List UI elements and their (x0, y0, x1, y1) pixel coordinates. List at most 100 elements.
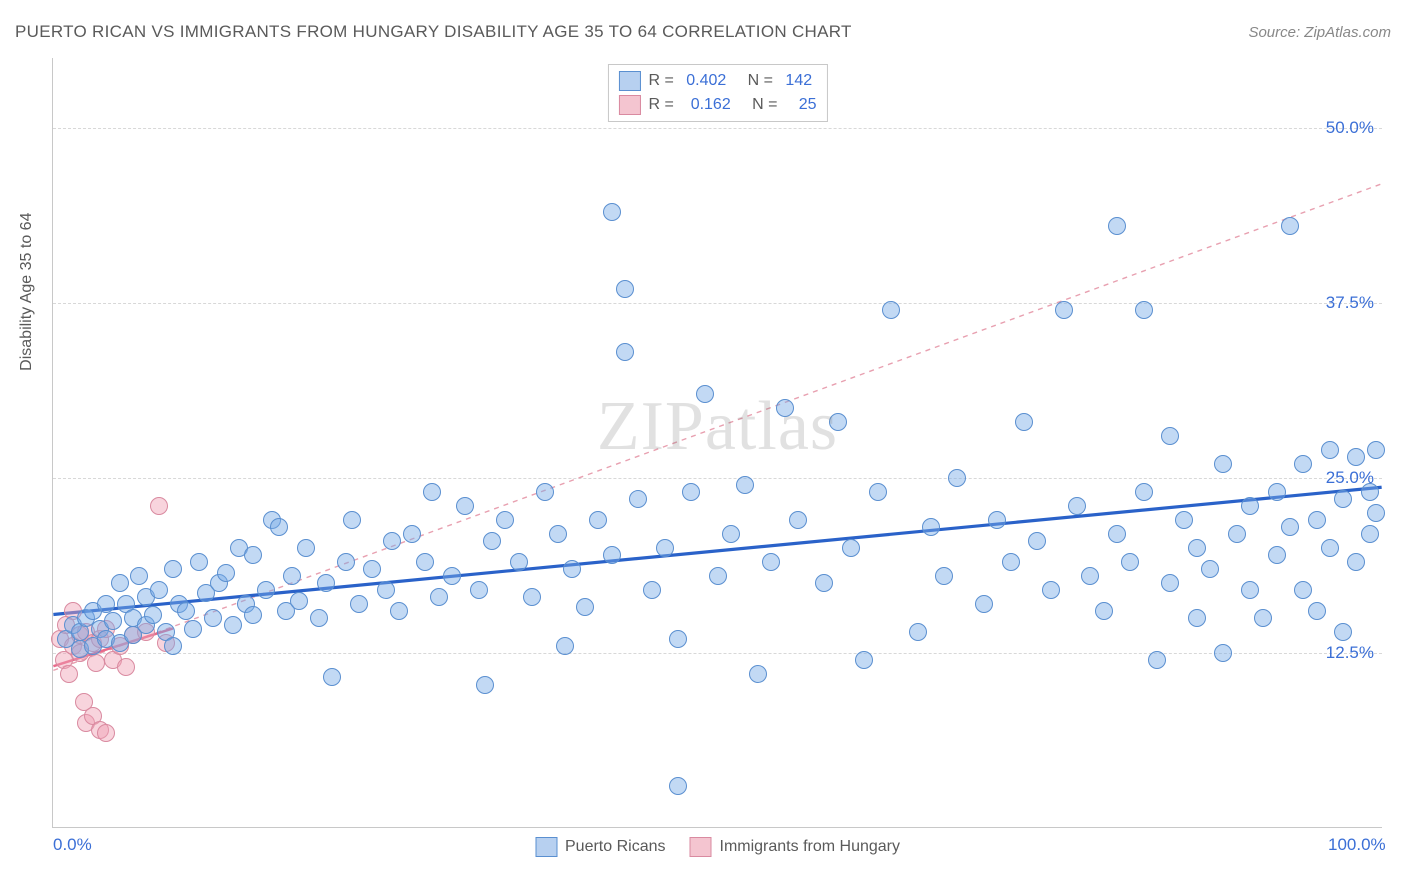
y-axis-title: Disability Age 35 to 64 (18, 213, 36, 371)
scatter-point (257, 581, 275, 599)
x-tick-label: 0.0% (53, 835, 92, 855)
scatter-point (1334, 623, 1352, 641)
scatter-point (403, 525, 421, 543)
scatter-point (1015, 413, 1033, 431)
scatter-point (1002, 553, 1020, 571)
scatter-point (616, 280, 634, 298)
scatter-point (1108, 525, 1126, 543)
scatter-point (975, 595, 993, 613)
scatter-point (244, 606, 262, 624)
scatter-point (909, 623, 927, 641)
scatter-point (496, 511, 514, 529)
scatter-point (377, 581, 395, 599)
scatter-point (1161, 574, 1179, 592)
swatch-series-0 (618, 71, 640, 91)
scatter-point (709, 567, 727, 585)
scatter-point (563, 560, 581, 578)
scatter-point (224, 616, 242, 634)
scatter-point (1068, 497, 1086, 515)
legend-stats-row-1: R = 0.162 N = 25 (618, 93, 816, 117)
scatter-point (244, 546, 262, 564)
scatter-point (1188, 539, 1206, 557)
scatter-point (204, 609, 222, 627)
scatter-point (1321, 539, 1339, 557)
scatter-point (1108, 217, 1126, 235)
scatter-point (1241, 497, 1259, 515)
scatter-point (1028, 532, 1046, 550)
scatter-point (556, 637, 574, 655)
scatter-point (1161, 427, 1179, 445)
legend-series: Puerto Ricans Immigrants from Hungary (535, 837, 900, 857)
scatter-point (290, 592, 308, 610)
scatter-point (1294, 581, 1312, 599)
scatter-point (1148, 651, 1166, 669)
scatter-point (589, 511, 607, 529)
scatter-point (1281, 518, 1299, 536)
scatter-point (1241, 581, 1259, 599)
scatter-point (297, 539, 315, 557)
scatter-point (1135, 483, 1153, 501)
scatter-point (60, 665, 78, 683)
legend-item-1: Immigrants from Hungary (690, 837, 901, 857)
swatch-bottom-0 (535, 837, 557, 857)
scatter-point (1294, 455, 1312, 473)
scatter-point (87, 654, 105, 672)
scatter-point (1081, 567, 1099, 585)
scatter-point (217, 564, 235, 582)
scatter-point (1281, 217, 1299, 235)
scatter-point (150, 581, 168, 599)
scatter-point (603, 203, 621, 221)
scatter-point (536, 483, 554, 501)
chart-title: PUERTO RICAN VS IMMIGRANTS FROM HUNGARY … (15, 22, 852, 42)
source-attribution: Source: ZipAtlas.com (1248, 24, 1391, 41)
scatter-point (855, 651, 873, 669)
scatter-point (1308, 511, 1326, 529)
scatter-point (523, 588, 541, 606)
scatter-point (383, 532, 401, 550)
scatter-point (111, 574, 129, 592)
swatch-series-1 (618, 95, 640, 115)
scatter-point (656, 539, 674, 557)
scatter-point (1214, 644, 1232, 662)
scatter-point (350, 595, 368, 613)
scatter-point (1268, 546, 1286, 564)
scatter-point (150, 497, 168, 515)
scatter-point (749, 665, 767, 683)
scatter-point (948, 469, 966, 487)
scatter-point (184, 620, 202, 638)
scatter-point (164, 560, 182, 578)
scatter-point (117, 658, 135, 676)
scatter-point (829, 413, 847, 431)
scatter-point (736, 476, 754, 494)
scatter-point (1201, 560, 1219, 578)
scatter-point (1367, 504, 1385, 522)
scatter-point (1095, 602, 1113, 620)
x-tick-label: 100.0% (1328, 835, 1386, 855)
scatter-point (762, 553, 780, 571)
scatter-point (283, 567, 301, 585)
scatter-point (815, 574, 833, 592)
scatter-point (130, 567, 148, 585)
scatter-point (510, 553, 528, 571)
scatter-point (1188, 609, 1206, 627)
scatter-point (164, 637, 182, 655)
scatter-point (443, 567, 461, 585)
scatter-point (1254, 609, 1272, 627)
scatter-point (629, 490, 647, 508)
scatter-point (1347, 448, 1365, 466)
scatter-point (603, 546, 621, 564)
scatter-point (97, 595, 115, 613)
scatter-point (416, 553, 434, 571)
scatter-point (1361, 483, 1379, 501)
scatter-point (104, 612, 122, 630)
scatter-point (177, 602, 195, 620)
scatter-point (1367, 441, 1385, 459)
scatter-point (643, 581, 661, 599)
scatter-point (343, 511, 361, 529)
scatter-point (669, 630, 687, 648)
scatter-point (1321, 441, 1339, 459)
legend-stats: R = 0.402 N = 142 R = 0.162 N = 25 (607, 64, 827, 122)
scatter-point (549, 525, 567, 543)
scatter-point (1228, 525, 1246, 543)
scatter-point (696, 385, 714, 403)
